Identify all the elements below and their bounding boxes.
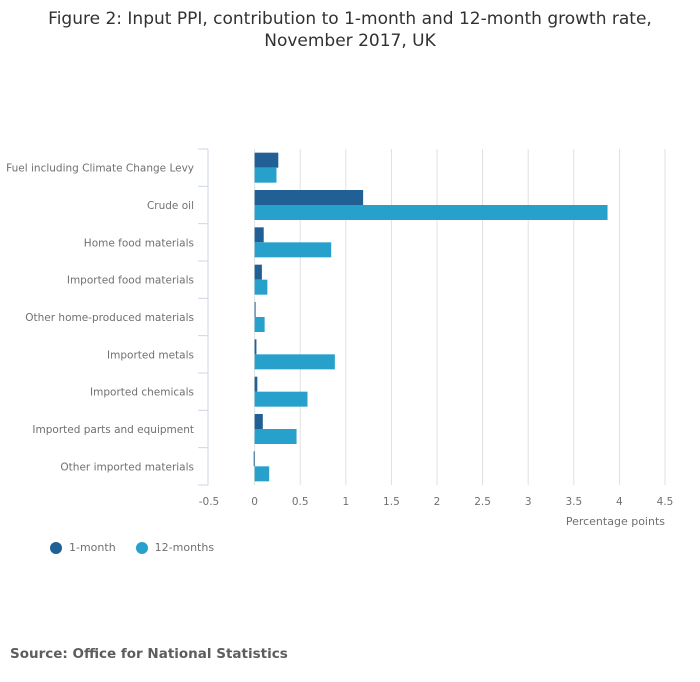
x-tick-label: -0.5 bbox=[199, 496, 220, 508]
x-tick-label: 3 bbox=[525, 496, 532, 508]
bar-12-months[interactable] bbox=[254, 279, 268, 295]
bar-1-month[interactable] bbox=[254, 302, 256, 317]
x-tick-label: 4 bbox=[616, 496, 623, 508]
x-tick-label: 0 bbox=[251, 496, 258, 508]
bars bbox=[253, 152, 608, 482]
bar-12-months[interactable] bbox=[254, 354, 335, 370]
bar-1-month[interactable] bbox=[254, 264, 262, 280]
x-axis: -0.5 0 0.5 1 1.5 2 2.5 3 3.5 4 4.5 bbox=[199, 496, 674, 508]
bar-1-month[interactable] bbox=[254, 190, 364, 205]
legend-marker-12-months bbox=[135, 541, 148, 554]
x-tick-label: 4.5 bbox=[657, 496, 674, 508]
x-tick-label: 1.5 bbox=[383, 496, 400, 508]
category-label: Fuel including Climate Change Levy bbox=[6, 163, 194, 175]
bar-12-months[interactable] bbox=[254, 242, 332, 258]
bar-1-month[interactable] bbox=[253, 451, 255, 467]
chart-title-line-1: Figure 2: Input PPI, contribution to 1-m… bbox=[48, 9, 652, 29]
x-tick-label: 1 bbox=[342, 496, 349, 508]
category-label: Imported metals bbox=[107, 349, 194, 361]
chart-title: Figure 2: Input PPI, contribution to 1-m… bbox=[0, 8, 700, 52]
category-label: Other home-produced materials bbox=[25, 312, 194, 324]
bar-12-months[interactable] bbox=[254, 317, 265, 332]
category-label: Imported chemicals bbox=[90, 387, 194, 399]
bar-12-months[interactable] bbox=[254, 391, 308, 407]
legend-marker-1-month bbox=[50, 541, 62, 554]
bar-1-month[interactable] bbox=[254, 376, 258, 392]
x-tick-label: 2.5 bbox=[474, 496, 491, 508]
x-tick-label: 0.5 bbox=[292, 496, 309, 508]
x-axis-title: Percentage points bbox=[566, 515, 665, 528]
category-label: Imported parts and equipment bbox=[32, 424, 194, 436]
bar-12-months[interactable] bbox=[254, 429, 297, 444]
category-label: Home food materials bbox=[84, 237, 194, 249]
source-note: Source: Office for National Statistics bbox=[10, 646, 288, 662]
chart-title-line-2: November 2017, UK bbox=[264, 31, 436, 51]
legend-item-12-months[interactable]: 12-months bbox=[135, 541, 215, 554]
bar-12-months[interactable] bbox=[254, 205, 608, 220]
category-label: Crude oil bbox=[147, 200, 194, 212]
legend-label-12-months: 12-months bbox=[154, 541, 215, 554]
category-label: Other imported materials bbox=[60, 461, 194, 473]
bar-1-month[interactable] bbox=[254, 414, 263, 429]
bar-1-month[interactable] bbox=[254, 227, 264, 243]
bar-12-months[interactable] bbox=[254, 466, 270, 482]
bar-1-month[interactable] bbox=[254, 339, 257, 355]
bar-chart: Fuel including Climate Change Levy Crude … bbox=[6, 148, 674, 528]
y-axis: Fuel including Climate Change Levy Crude … bbox=[6, 148, 209, 486]
x-tick-label: 3.5 bbox=[565, 496, 582, 508]
legend-item-1-month[interactable]: 1-month bbox=[50, 541, 116, 554]
x-tick-label: 2 bbox=[434, 496, 441, 508]
bar-1-month[interactable] bbox=[254, 152, 279, 168]
bar-12-months[interactable] bbox=[254, 167, 277, 183]
legend: 1-month 12-months bbox=[50, 541, 214, 554]
category-label: Imported food materials bbox=[67, 275, 194, 287]
legend-label-1-month: 1-month bbox=[69, 541, 116, 554]
